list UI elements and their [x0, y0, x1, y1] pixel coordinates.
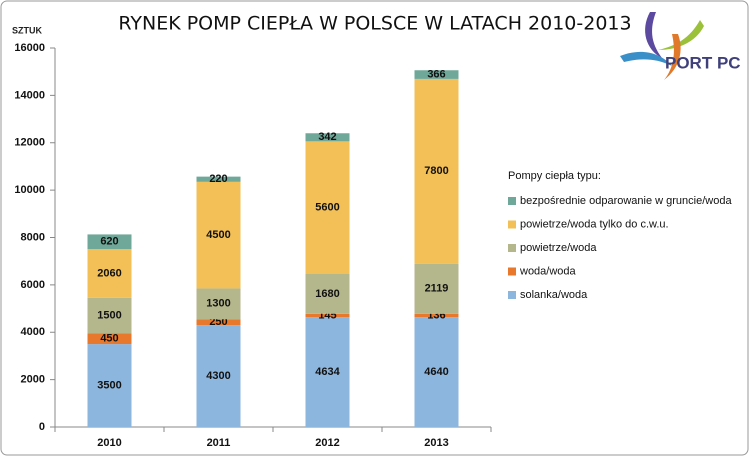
bar-segment [87, 297, 132, 334]
y-tick-label: 12000 [14, 137, 45, 149]
legend-swatch [508, 197, 516, 205]
legend-swatch [508, 291, 516, 299]
logo-shape [658, 20, 704, 50]
value-label: 450 [100, 333, 118, 345]
y-tick-label: 6000 [21, 279, 45, 291]
bar-segment [414, 70, 459, 79]
legend-swatch [508, 244, 516, 252]
value-label: 366 [427, 68, 445, 80]
y-tick-label: 2000 [21, 374, 45, 386]
value-label: 3500 [97, 379, 121, 391]
value-label: 4300 [206, 370, 230, 382]
x-tick-label: 2012 [315, 437, 339, 449]
bar-segment [414, 263, 459, 314]
x-tick-label: 2013 [424, 437, 448, 449]
legend-swatch [508, 267, 516, 276]
legend-title: Pompy ciepła typu: [508, 170, 601, 182]
logo: PORT PC [620, 12, 741, 80]
bar-segment [196, 176, 241, 182]
value-label: 4500 [206, 229, 230, 241]
value-label: 2119 [425, 283, 449, 295]
bar-segment [87, 249, 132, 298]
value-label: 342 [318, 131, 336, 143]
chart-title: RYNEK POMP CIEPŁA W POLSCE W LATACH 2010… [118, 13, 631, 35]
legend-label: woda/woda [519, 265, 577, 277]
bar-segment [196, 319, 241, 326]
value-label: 7800 [424, 165, 448, 177]
value-label: 620 [100, 236, 118, 248]
value-label: 5600 [315, 202, 339, 214]
y-tick-label: 14000 [14, 89, 45, 101]
y-tick-label: 10000 [14, 184, 45, 196]
bar-segment [414, 78, 459, 264]
bar-segment [305, 317, 350, 427]
bar-segment [87, 333, 132, 345]
bar-segment [196, 325, 241, 427]
value-label: 2060 [97, 267, 121, 279]
value-label: 1500 [97, 310, 121, 322]
y-tick-label: 8000 [21, 231, 45, 243]
legend-label: powietrze/woda tylko do c.w.u. [520, 218, 669, 230]
legend-label: powietrze/woda [520, 242, 597, 254]
value-label: 1300 [206, 298, 230, 310]
logo-shape [620, 51, 672, 66]
x-tick-label: 2010 [97, 437, 121, 449]
logo-text: PORT PC [665, 53, 741, 72]
bar-segment [196, 288, 241, 320]
bar-segment [414, 313, 459, 318]
value-label: 4634 [315, 366, 340, 378]
value-label: 4640 [424, 366, 448, 378]
y-tick-label: 0 [39, 421, 45, 433]
value-label: 220 [209, 173, 227, 185]
legend-label: solanka/woda [520, 289, 588, 301]
y-tick-label: 16000 [14, 42, 45, 54]
y-tick-label: 4000 [21, 326, 45, 338]
bar-segment [414, 317, 459, 427]
bar-segment [305, 141, 350, 275]
bar-segment [87, 344, 132, 427]
bar-segment [305, 313, 350, 318]
bar-segment [305, 274, 350, 314]
bar-segment [196, 181, 241, 289]
logo-shape [664, 34, 681, 80]
logo-shape [645, 12, 662, 58]
legend-label: bezpośrednie odparowanie w gruncie/woda [520, 195, 732, 207]
y-axis-label: SZTUK [12, 25, 42, 35]
bar-segment [87, 234, 132, 250]
bar-segment [305, 133, 350, 142]
value-label: 1680 [315, 288, 339, 300]
legend-swatch [508, 220, 516, 229]
x-tick-label: 2011 [207, 437, 231, 449]
